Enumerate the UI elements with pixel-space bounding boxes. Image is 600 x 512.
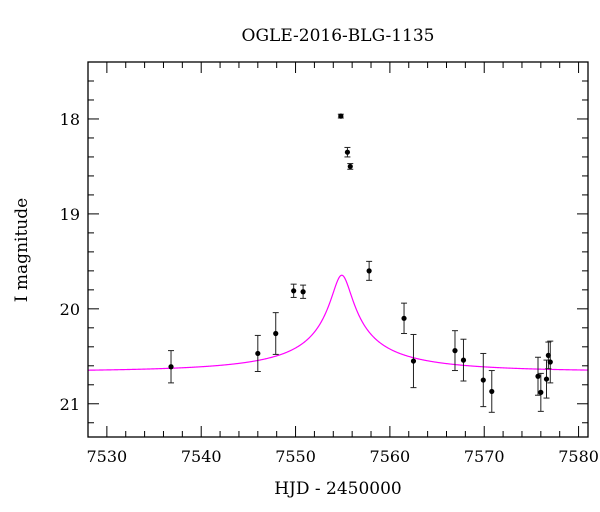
x-tick-label: 7540 <box>181 447 222 466</box>
x-tick-label: 7550 <box>275 447 316 466</box>
axes: 7530 7540 7550 7560 7570 7580 18 19 20 21 <box>60 61 599 466</box>
x-tick-label: 7570 <box>464 447 505 466</box>
y-tick-label: 19 <box>60 205 80 224</box>
plot-area <box>87 113 588 413</box>
data-point <box>452 348 458 354</box>
data-point <box>338 113 344 119</box>
data-point <box>543 376 550 382</box>
x-tick-label: 7530 <box>87 447 128 466</box>
data-point <box>401 315 407 321</box>
y-tick-label: 20 <box>60 300 80 319</box>
data-point <box>291 288 297 294</box>
data-point <box>366 268 372 274</box>
data-point <box>344 149 351 155</box>
data-point <box>545 352 551 358</box>
y-tick-label: 21 <box>60 395 80 414</box>
x-tick-label: 7580 <box>558 447 599 466</box>
y-axis-label: I magnitude <box>12 198 32 302</box>
chart-title: OGLE-2016-BLG-1135 <box>242 26 435 46</box>
data-point <box>460 357 467 363</box>
data-point <box>480 377 486 383</box>
model-curve <box>87 274 588 371</box>
data-point <box>273 330 279 337</box>
data-point <box>168 364 174 370</box>
plot-frame <box>87 61 589 438</box>
data-point <box>535 373 541 379</box>
data-point <box>410 358 417 364</box>
data-point <box>347 163 353 170</box>
x-axis-label: HJD - 2450000 <box>274 479 402 499</box>
data-point <box>547 359 553 365</box>
data-point <box>300 289 306 295</box>
data-point <box>489 388 495 395</box>
y-tick-label: 18 <box>60 110 80 129</box>
data-point <box>538 389 544 395</box>
x-tick-label: 7560 <box>370 447 411 466</box>
data-point <box>255 350 261 357</box>
